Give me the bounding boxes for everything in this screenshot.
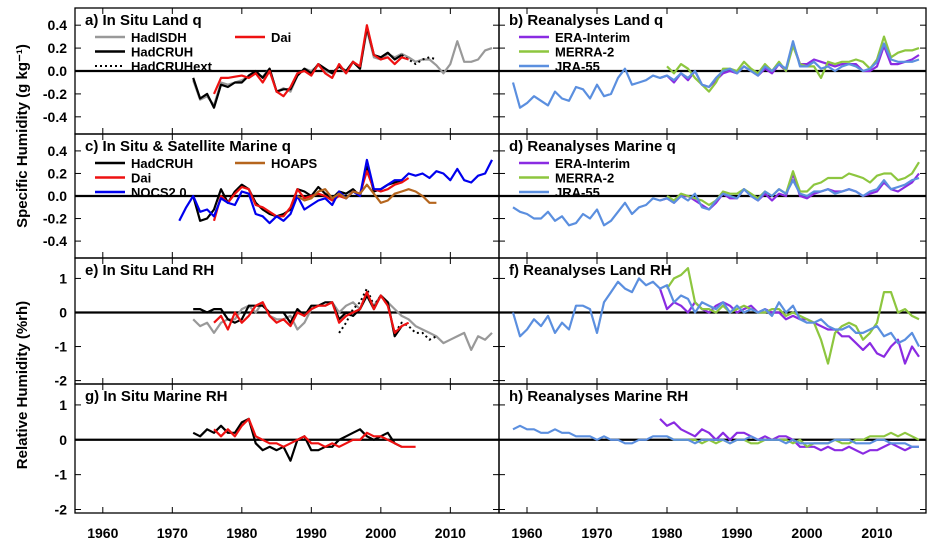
y-axis-title-relative-humidity: Relative Humidity (%rh) (14, 301, 31, 469)
panel-c: 0.4 0.2 0.0 -0.2 -0.4 c) In Situ & Satellite … (43, 133, 500, 259)
panel-g-ytick-label: -1 (55, 467, 68, 483)
series-line-jra-55 (512, 176, 920, 227)
panel-e: 1 0 -1 -2 e) In Situ Land RH (55, 257, 500, 389)
legend-label-jra-55: JRA-55 (555, 59, 600, 74)
x-tick-label: 1970 (581, 525, 612, 541)
series-line-era-interim (658, 288, 920, 365)
x-tick-label: 1980 (651, 525, 682, 541)
x-tick-label: 1970 (157, 525, 188, 541)
legend-label-era-interim: ERA-Interim (555, 156, 630, 171)
x-tick-label: 2000 (791, 525, 822, 541)
panel-h: h) Reanalyses Marine RH 1960 1970 1980 1990 2… (498, 383, 927, 541)
panel-g-ytick-label: 0 (59, 432, 67, 448)
x-tick-label: 1980 (226, 525, 257, 541)
series-line-merra-2 (666, 267, 920, 365)
x-tick-label: 1960 (87, 525, 118, 541)
panel-c-ytick-label: 0.0 (48, 188, 68, 204)
panel-a-ytick-label: -0.4 (43, 109, 67, 125)
series-line-dai (213, 291, 410, 334)
panel-g: 1 0 -1 -2 g) In Situ Marine RH 1960 1970 1980 19… (55, 383, 500, 541)
panel-b-title: b) Reanalyses Land q (509, 12, 663, 29)
panel-e-title: e) In Situ Land RH (85, 262, 214, 279)
panel-e-ytick-label: 0 (59, 304, 67, 320)
legend-label-hadcruhext: HadCRUHext (131, 59, 213, 74)
panel-c-ytick-label: -0.2 (43, 211, 67, 227)
series-line-jra-55 (511, 277, 920, 348)
panel-g-ytick-label: -2 (55, 502, 68, 518)
x-tick-label: 1990 (721, 525, 752, 541)
panel-d-title: d) Reanalyses Marine q (509, 138, 676, 155)
panel-a-ytick-label: 0.4 (48, 17, 68, 33)
legend-label-dai: Dai (271, 30, 291, 45)
panel-f: f) Reanalyses Land RH (498, 257, 927, 385)
series-line-hadcruh (193, 294, 403, 338)
legend-label-merra-2: MERRA-2 (555, 45, 614, 60)
panel-a-title: a) In Situ Land q (85, 12, 202, 29)
legend-label-hadcruh: HadCRUH (131, 45, 193, 60)
y-axis-title-specific-humidity: Specific Humidity (g kg⁻¹) (14, 44, 31, 228)
series-line-hoaps (296, 183, 437, 204)
panel-a: 0.4 0.2 0.0 -0.2 -0.4 a) In Situ Land qHadISD… (43, 7, 500, 135)
legend-label-dai: Dai (131, 171, 151, 186)
series-line-nocs2-0 (178, 158, 493, 225)
panel-a-ytick-label: 0.2 (48, 40, 68, 56)
legend-label-hadcruh: HadCRUH (131, 156, 193, 171)
series-line-dai (212, 24, 409, 98)
panel-c-title: c) In Situ & Satellite Marine q (85, 138, 291, 155)
legend-label-jra-55: JRA-55 (555, 185, 600, 200)
panel-e-ytick-label: -1 (55, 339, 68, 355)
panel-g-ytick-label: 1 (59, 397, 67, 413)
panel-c-ytick-label: 0.4 (48, 143, 68, 159)
series-line-jra-55 (511, 40, 920, 109)
legend-label-hadisdh: HadISDH (131, 30, 187, 45)
series-line-merra-2 (666, 161, 920, 207)
legend-label-era-interim: ERA-Interim (555, 30, 630, 45)
panel-b: b) Reanalyses Land qERA-InterimMERRA-2JR… (498, 7, 927, 135)
panel-e-ytick-label: -2 (55, 373, 68, 389)
x-tick-label: 1990 (296, 525, 327, 541)
x-tick-label: 2010 (435, 525, 466, 541)
panel-a-ytick-label: 0.0 (48, 63, 68, 79)
panel-a-ytick-label: -0.2 (43, 86, 67, 102)
series-line-hadisdh (192, 294, 493, 351)
panel-h-frame (498, 383, 927, 514)
panel-g-title: g) In Situ Marine RH (85, 388, 228, 405)
series-line-era-interim (659, 418, 919, 455)
x-tick-label: 2000 (365, 525, 396, 541)
x-tick-label: 2010 (861, 525, 892, 541)
legend-label-nocs2-0: NOCS2.0 (131, 185, 187, 200)
panel-e-ytick-label: 1 (59, 270, 67, 286)
panel-f-title: f) Reanalyses Land RH (509, 262, 672, 279)
legend-label-hoaps: HOAPS (271, 156, 318, 171)
panel-c-ytick-label: 0.2 (48, 165, 68, 181)
panel-c-ytick-label: -0.4 (43, 233, 67, 249)
series-line-dai (213, 417, 416, 448)
x-tick-label: 1960 (511, 525, 542, 541)
series-line-jra-55 (512, 424, 919, 448)
panel-d: d) Reanalyses Marine qERA-InterimMERRA-2… (498, 133, 927, 259)
legend-label-merra-2: MERRA-2 (555, 171, 614, 186)
panel-h-title: h) Reanalyses Marine RH (509, 388, 688, 405)
